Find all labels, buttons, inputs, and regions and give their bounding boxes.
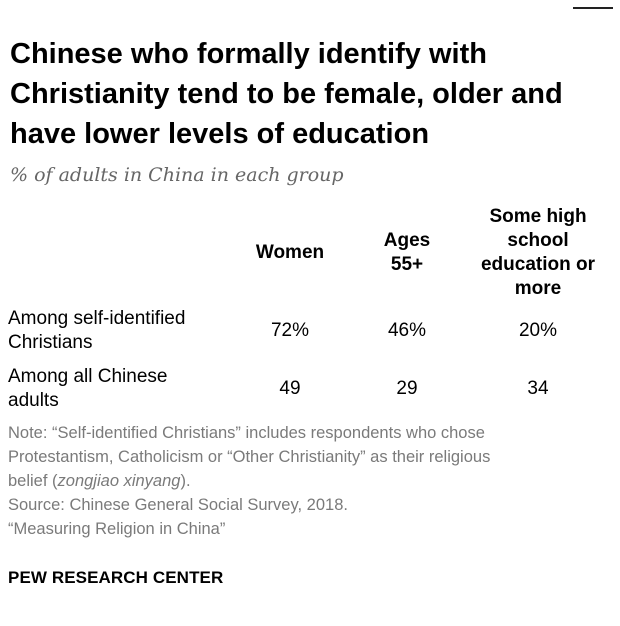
chart-subtitle: % of adults in China in each group [10,164,344,186]
column-header-education: Some high school education or more [463,205,613,301]
row-label-line: Among all Chinese [8,366,168,387]
column-header-line: Women [255,242,325,263]
column-header-line: Some high [489,206,587,227]
cell-all-ages: 29 [396,378,418,399]
note-line: Note: “Self-identified Christians” inclu… [8,424,485,442]
chart-title: Chinese who formally identify with Chris… [10,38,563,150]
cell-all-education: 34 [527,378,549,399]
top-rule [573,7,613,9]
column-header-line: 55+ [390,254,424,275]
cell-christians-ages: 46% [387,320,427,341]
source-line: Source: Chinese General Social Survey, 2… [8,496,348,514]
cell-christians-women: 72% [270,320,310,341]
row-label-line: adults [8,390,59,411]
row-label-line: Christians [8,332,93,353]
chart-notes: Note: “Self-identified Christians” inclu… [8,421,613,541]
cell-christians-education: 20% [518,320,558,341]
note-italic-term: zongjiao xinyang [57,472,181,490]
column-header-ages: Ages 55+ [352,229,462,277]
note-text: ). [180,472,191,490]
row-label-line: Among self-identified [8,308,186,329]
report-title: “Measuring Religion in China” [8,520,226,538]
column-header-line: more [514,278,562,299]
row-label-christians: Among self-identified Christians [8,307,248,355]
column-header-women: Women [235,241,345,265]
column-header-line: education or [480,254,595,275]
brand-logo-text: PEW RESEARCH CENTER [8,568,224,587]
note-line: belief (zongjiao xinyang). [8,469,613,493]
column-header-line: school [507,230,569,251]
note-line: Protestantism, Catholicism or “Other Chr… [8,448,491,466]
column-header-line: Ages [383,230,431,251]
note-text: belief ( [8,472,58,490]
row-label-all-adults: Among all Chinese adults [8,365,248,413]
cell-all-women: 49 [279,378,301,399]
